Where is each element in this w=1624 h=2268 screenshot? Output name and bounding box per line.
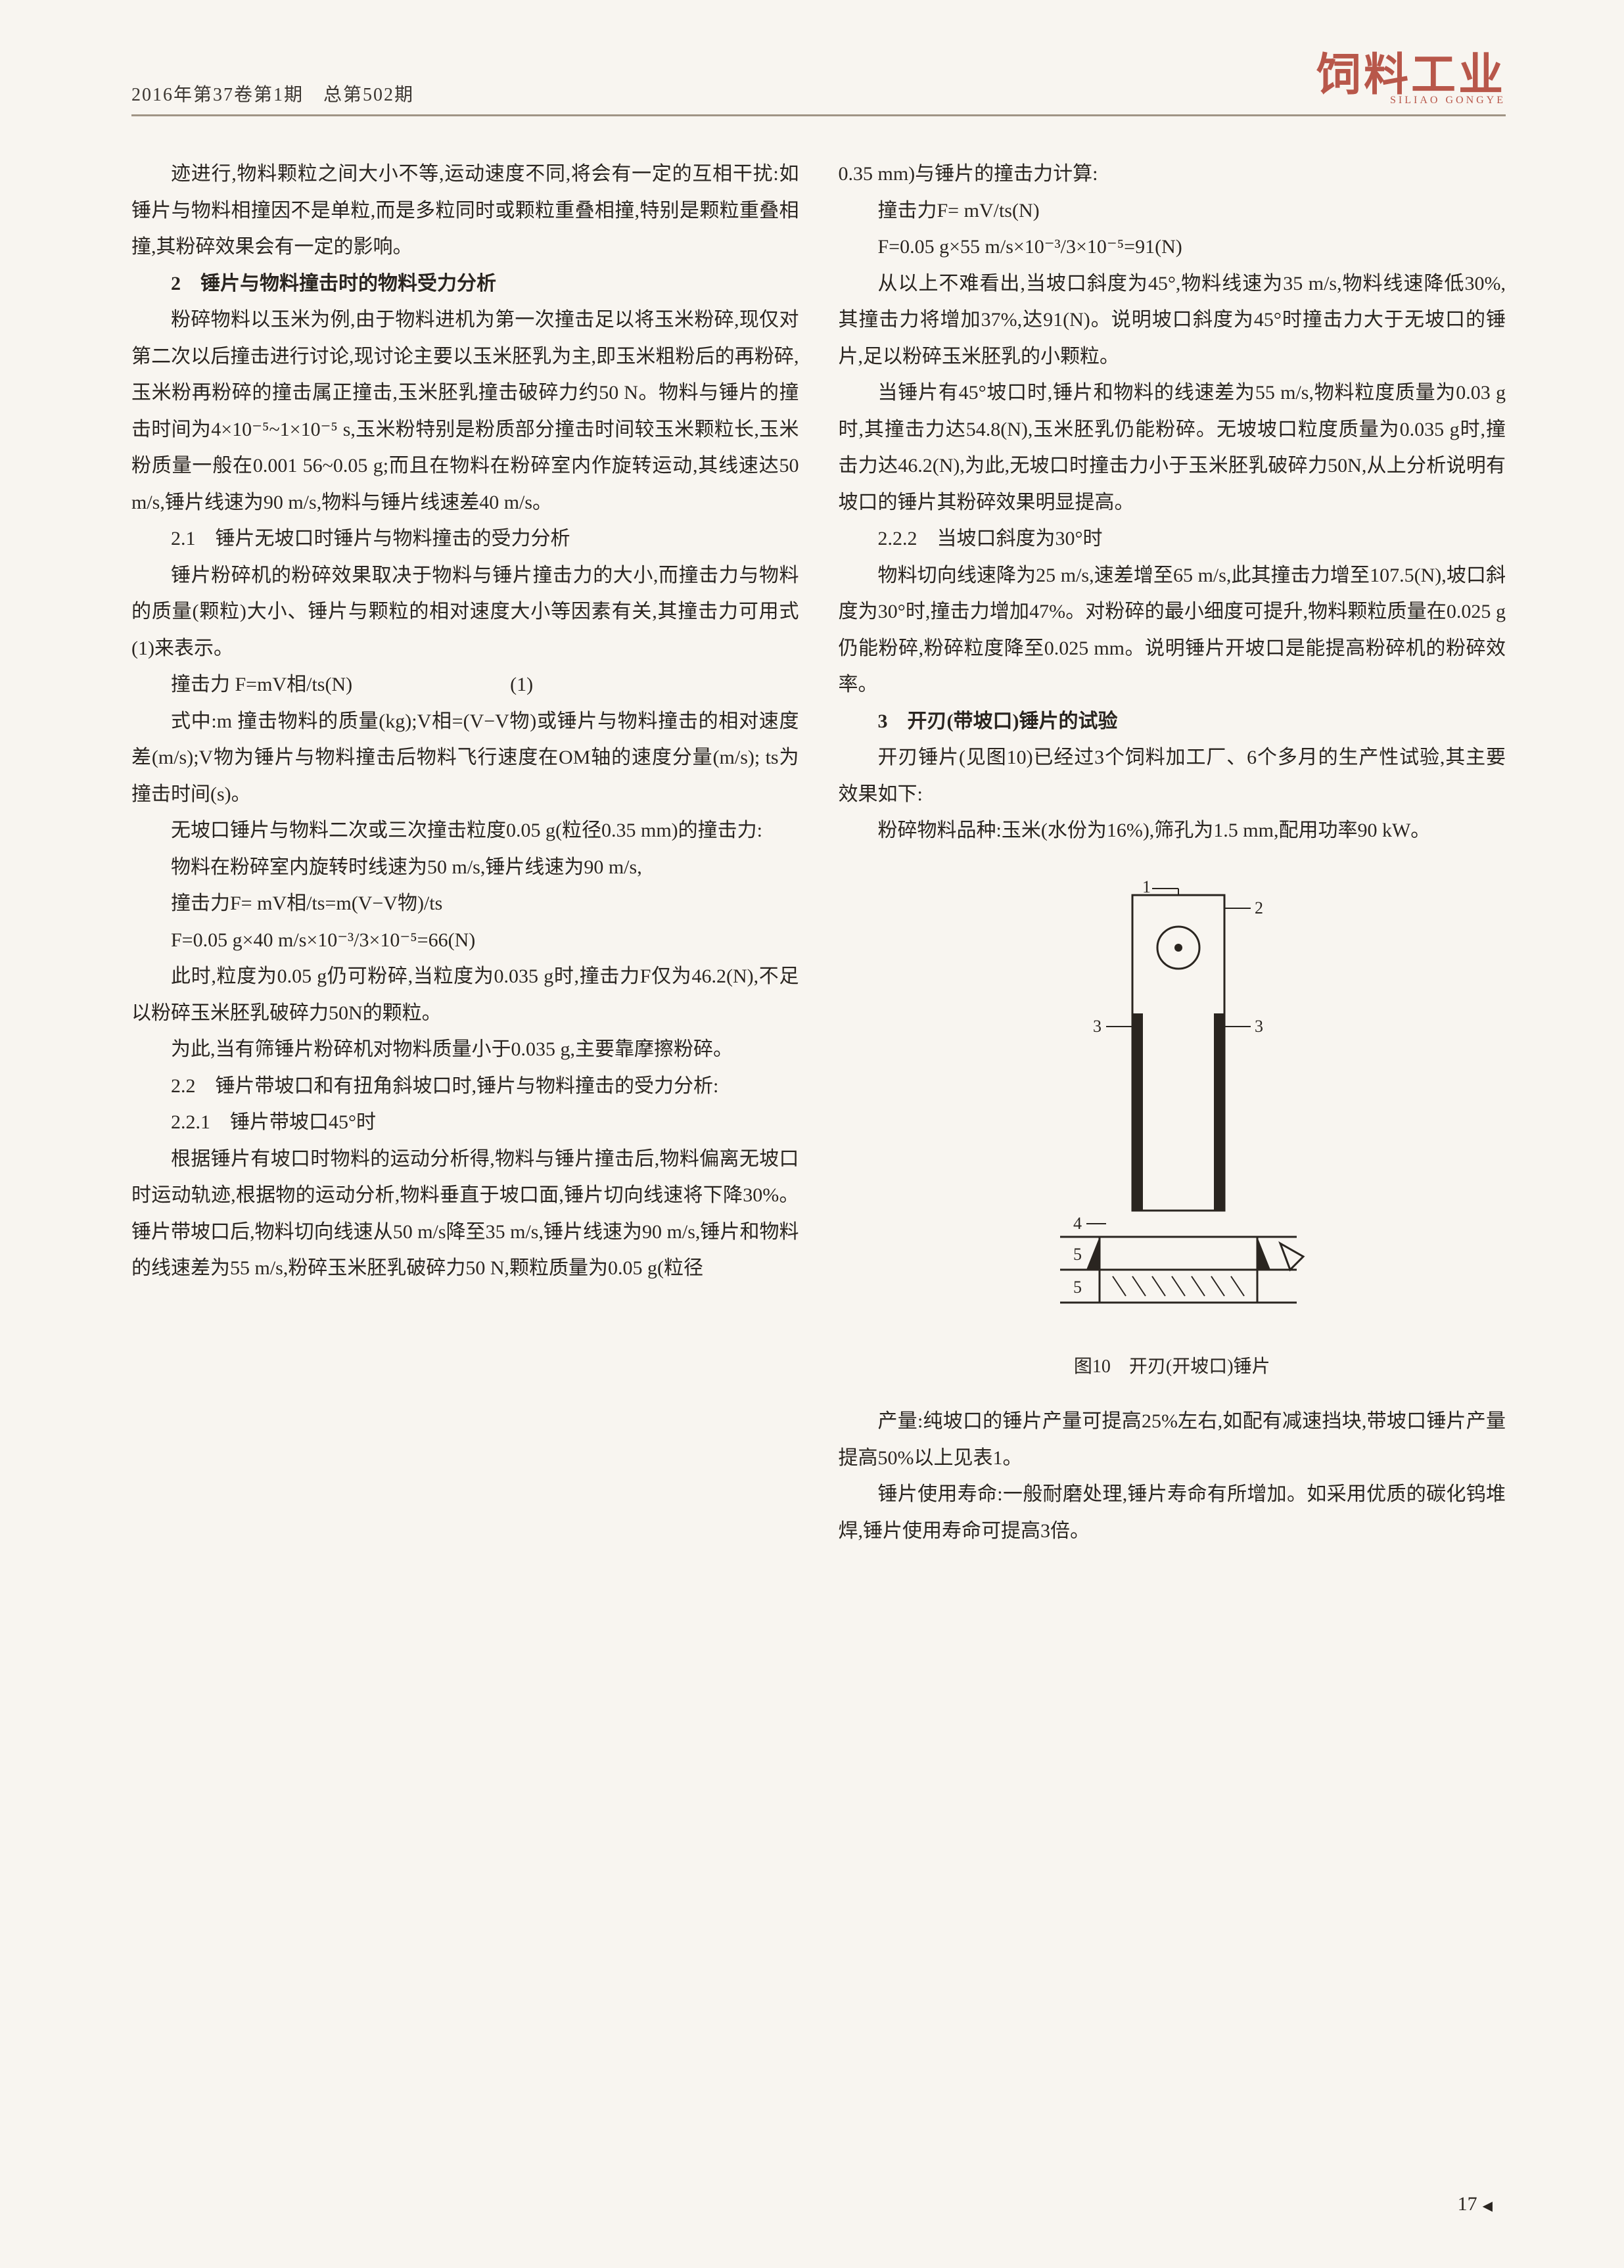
para: 开刃锤片(见图10)已经过3个饲料加工厂、6个多月的生产性试验,其主要效果如下: — [839, 739, 1506, 812]
svg-text:2: 2 — [1255, 898, 1263, 917]
section-2-2-2-head: 2.2.2 当坡口斜度为30°时 — [839, 521, 1506, 557]
section-2-head: 2 锤片与物料撞击时的物料受力分析 — [131, 266, 799, 302]
svg-text:3: 3 — [1255, 1017, 1263, 1036]
section-3-head: 3 开刃(带坡口)锤片的试验 — [839, 703, 1506, 740]
para: 物料切向线速降为25 m/s,速差增至65 m/s,此其撞击力增至107.5(N… — [839, 557, 1506, 703]
svg-text:5: 5 — [1073, 1278, 1082, 1297]
para: 粉碎物料以玉米为例,由于物料进机为第一次撞击足以将玉米粉碎,现仅对第二次以后撞击… — [131, 302, 799, 521]
formula-2: 撞击力F= mV相/ts=m(V−V物)/ts — [131, 885, 799, 922]
page-number: 17 — [1458, 2193, 1493, 2215]
issue-info: 2016年第37卷第1期 总第502期 — [131, 80, 414, 106]
para: 迹进行,物料颗粒之间大小不等,运动速度不同,将会有一定的互相干扰:如锤片与物料相… — [131, 156, 799, 266]
content-columns: 迹进行,物料颗粒之间大小不等,运动速度不同,将会有一定的互相干扰:如锤片与物料相… — [131, 156, 1506, 1549]
formula-r1: 撞击力F= mV/ts(N) — [839, 193, 1506, 229]
section-2-2-1-head: 2.2.1 锤片带坡口45°时 — [131, 1104, 799, 1141]
section-2-1-head: 2.1 锤片无坡口时锤片与物料撞击的受力分析 — [131, 521, 799, 557]
para: 物料在粉碎室内旋转时线速为50 m/s,锤片线速为90 m/s, — [131, 849, 799, 886]
para: 产量:纯坡口的锤片产量可提高25%左右,如配有减速挡块,带坡口锤片产量提高50%… — [839, 1403, 1506, 1476]
para: 当锤片有45°坡口时,锤片和物料的线速差为55 m/s,物料粒度质量为0.03 … — [839, 375, 1506, 521]
journal-title: 饲料工业 — [1316, 53, 1506, 97]
para: 锤片使用寿命:一般耐磨处理,锤片寿命有所增加。如采用优质的碳化钨堆焊,锤片使用寿… — [839, 1476, 1506, 1549]
para: 锤片粉碎机的粉碎效果取决于物料与锤片撞击力的大小,而撞击力与物料的质量(颗粒)大… — [131, 557, 799, 667]
header: 2016年第37卷第1期 总第502期 饲料工业 SILIAO GONGYE — [131, 53, 1506, 116]
hammer-diagram: 1 2 3 3 4 5 5 — [1021, 869, 1323, 1342]
svg-text:4: 4 — [1073, 1214, 1082, 1233]
formula-r2: F=0.05 g×55 m/s×10⁻³/3×10⁻⁵=91(N) — [839, 229, 1506, 266]
para: 根据锤片有坡口时物料的运动分析得,物料与锤片撞击后,物料偏离无坡口时运动轨迹,根… — [131, 1141, 799, 1287]
para: 此时,粒度为0.05 g仍可粉碎,当粒度为0.035 g时,撞击力F仅为46.2… — [131, 958, 799, 1031]
formula-3: F=0.05 g×40 m/s×10⁻³/3×10⁻⁵=66(N) — [131, 922, 799, 959]
svg-text:5: 5 — [1073, 1245, 1082, 1264]
para: 为此,当有筛锤片粉碎机对物料质量小于0.035 g,主要靠摩擦粉碎。 — [131, 1031, 799, 1068]
right-column: 0.35 mm)与锤片的撞击力计算: 撞击力F= mV/ts(N) F=0.05… — [839, 156, 1506, 1549]
para: 0.35 mm)与锤片的撞击力计算: — [839, 156, 1506, 193]
formula-1: 撞击力 F=mV相/ts(N) (1) — [131, 666, 799, 703]
page: 2016年第37卷第1期 总第502期 饲料工业 SILIAO GONGYE 迹… — [0, 0, 1624, 2268]
para: 粉碎物料品种:玉米(水份为16%),筛孔为1.5 mm,配用功率90 kW。 — [839, 812, 1506, 849]
para: 无坡口锤片与物料二次或三次撞击粒度0.05 g(粒径0.35 mm)的撞击力: — [131, 812, 799, 849]
left-column: 迹进行,物料颗粒之间大小不等,运动速度不同,将会有一定的互相干扰:如锤片与物料相… — [131, 156, 799, 1549]
para: 从以上不难看出,当坡口斜度为45°,物料线速为35 m/s,物料线速降低30%,… — [839, 266, 1506, 375]
svg-text:3: 3 — [1093, 1017, 1102, 1036]
journal-block: 饲料工业 SILIAO GONGYE — [1316, 53, 1506, 106]
figure-10-caption: 图10 开刃(开坡口)锤片 — [1074, 1350, 1270, 1384]
para: 式中:m 撞击物料的质量(kg);V相=(V−V物)或锤片与物料撞击的相对速度差… — [131, 703, 799, 813]
figure-10: 1 2 3 3 4 5 5 图10 开刃(开坡口)锤片 — [839, 869, 1506, 1384]
svg-text:1: 1 — [1142, 877, 1151, 896]
section-2-2-head: 2.2 锤片带坡口和有扭角斜坡口时,锤片与物料撞击的受力分析: — [131, 1068, 799, 1105]
